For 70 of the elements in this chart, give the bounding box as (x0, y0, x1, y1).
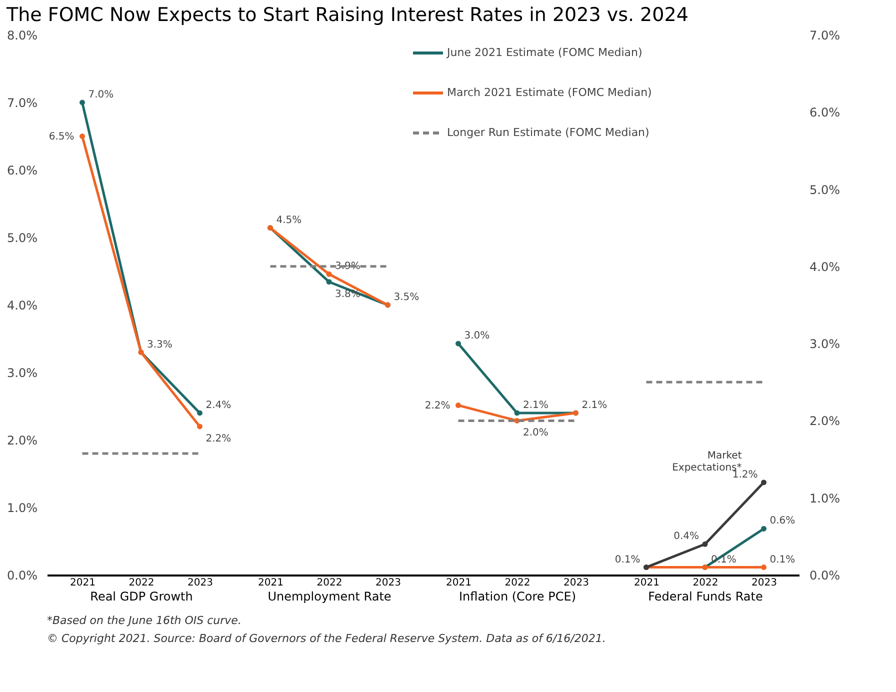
legend-label: June 2021 Estimate (FOMC Median) (446, 46, 642, 59)
y-tick-label: 3.0% (7, 366, 38, 380)
data-label: 2.4% (206, 400, 232, 411)
text: The FOMC Now Expects to Start Raising Interest Rates in 2023 vs. 2024 (6, 4, 688, 26)
point (326, 279, 332, 285)
text: *Based on the June 16th OIS curve. (47, 614, 242, 627)
y-tick-label: 5.0% (7, 231, 38, 245)
data-label: 0.6% (770, 516, 796, 527)
y2-tick-label: 7.0% (810, 28, 840, 42)
data-label: 4.5% (276, 214, 302, 226)
x-tick-label: 2023 (376, 578, 401, 588)
data-label: 0.1% (614, 554, 640, 566)
data-label: 3.9% (335, 261, 360, 272)
x-tick-label: 2022 (504, 578, 530, 588)
y2-tick-label: 0.0% (810, 568, 840, 582)
x-axis-title: Real GDP Growth (90, 590, 193, 604)
data-label: 0.1% (770, 554, 796, 566)
point (761, 480, 766, 486)
y-tick-label: 1.0% (7, 501, 38, 515)
data-label: 6.5% (48, 131, 74, 142)
x-tick-label: 2023 (188, 578, 213, 588)
data-label: 2.0% (523, 428, 548, 439)
data-label: 0.4% (674, 531, 699, 542)
x-tick-label: 2022 (692, 578, 718, 588)
point (326, 271, 332, 277)
y2-tick-label: 5.0% (810, 182, 840, 197)
y-tick-label: 6.0% (7, 164, 38, 178)
x-tick-label: 2022 (128, 578, 154, 588)
y2-tick-label: 1.0% (810, 491, 840, 506)
x-tick-label: 2021 (634, 578, 660, 588)
y-tick-label: 7.0% (7, 96, 38, 110)
point (702, 541, 708, 547)
x-tick-label: 2021 (258, 578, 284, 588)
y-tick-label: 2.0% (7, 434, 38, 448)
data-label: 3.8% (335, 288, 360, 300)
x-axis-title: Inflation (Core PCE) (458, 590, 576, 604)
text: © Copyright 2021. Source: Board of Governors of the Federal Reserve System. Data as of 6/16/2021. (47, 632, 606, 645)
point (514, 410, 520, 416)
x-axis-title: Unemployment Rate (268, 590, 392, 604)
legend-label: March 2021 Estimate (FOMC Median) (447, 86, 652, 99)
point (456, 340, 461, 346)
y2-tick-label: 4.0% (810, 260, 840, 274)
point (197, 424, 202, 430)
data-label: 3.0% (464, 330, 490, 342)
x-tick-label: 2022 (316, 578, 342, 588)
x-tick-label: 2023 (564, 578, 589, 588)
x-axis-title: Federal Funds Rate (648, 590, 763, 604)
data-label: 2.2% (424, 400, 450, 412)
y-tick-label: 0.0% (7, 568, 38, 582)
data-label: 3.5% (394, 292, 420, 303)
x-tick-label: 2021 (446, 578, 472, 588)
data-label: 7.0% (88, 90, 114, 100)
data-label: 3.3% (147, 339, 172, 350)
point (197, 410, 202, 416)
data-label: 2.1% (582, 400, 608, 411)
data-label: 2.1% (523, 400, 548, 411)
y2-tick-label: 3.0% (810, 337, 840, 352)
x-tick-label: 2021 (70, 578, 96, 588)
point (80, 134, 85, 139)
point (761, 564, 766, 570)
y-tick-label: 8.0% (7, 28, 38, 42)
point (456, 402, 461, 408)
point (761, 526, 766, 532)
data-label: 2.2% (206, 434, 232, 444)
y-tick-label: 4.0% (7, 298, 38, 312)
x-tick-label: 2023 (752, 578, 777, 588)
legend-label: Longer Run Estimate (FOMC Median) (447, 126, 650, 139)
point (80, 100, 85, 106)
y2-tick-label: 6.0% (810, 106, 840, 120)
y2-tick-label: 2.0% (810, 414, 840, 428)
